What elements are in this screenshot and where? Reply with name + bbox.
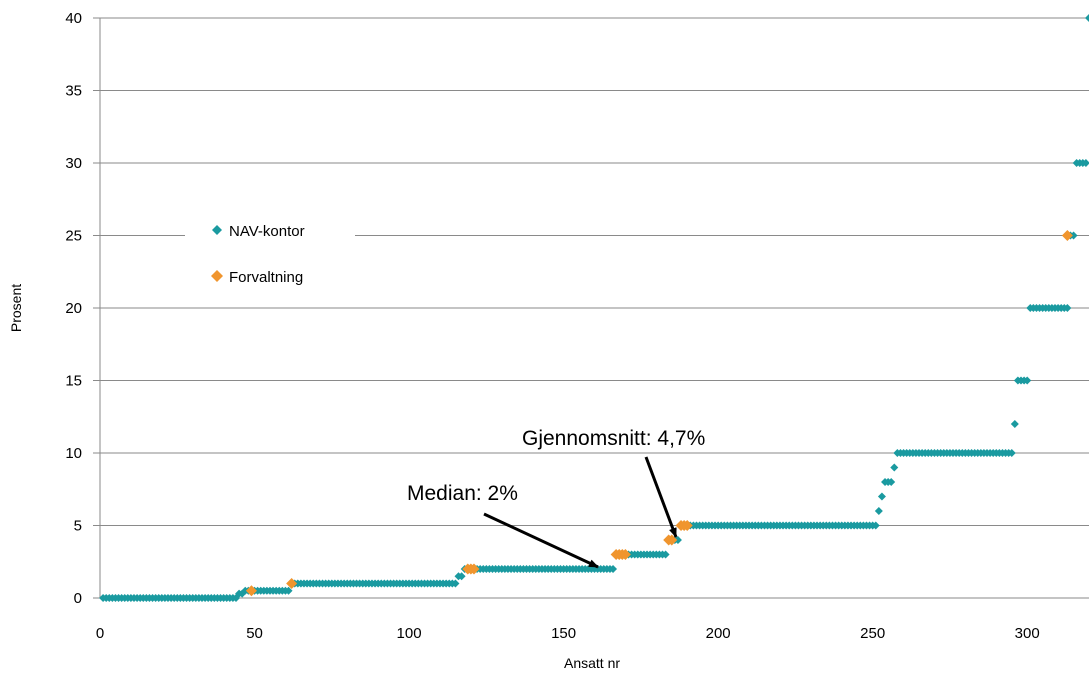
forvaltning-point	[286, 578, 298, 589]
legend-marker-forvaltning	[211, 270, 223, 282]
nav-kontor-point	[673, 536, 682, 544]
nav-kontor-point	[284, 586, 293, 595]
legend-marker-nav-kontor	[212, 225, 222, 235]
legend: NAV-kontor Forvaltning	[185, 210, 355, 300]
nav-kontor-point	[1085, 14, 1089, 22]
forvaltning-point	[245, 585, 257, 597]
y-tick-label: 35	[65, 83, 82, 100]
x-tick-label: 200	[706, 625, 731, 642]
forvaltning-point	[468, 563, 480, 575]
y-tick-label: 40	[65, 10, 82, 27]
nav-kontor-point	[1069, 231, 1078, 240]
nav-kontor-point	[609, 565, 618, 573]
nav-kontor-point	[1010, 420, 1019, 428]
median-annotation: Median: 2%	[407, 482, 518, 505]
legend-background	[185, 210, 355, 300]
annotations: Median: 2% Gjennomsnitt: 4,7%	[407, 427, 705, 569]
nav-kontor-point	[661, 550, 670, 559]
y-tick-label: 15	[65, 373, 82, 390]
nav-kontor-point	[874, 507, 883, 515]
y-tick-label: 10	[65, 445, 82, 462]
nav-kontor-point	[871, 521, 880, 530]
median-arrow	[483, 512, 599, 569]
x-tick-label: 300	[1015, 625, 1040, 642]
x-tick-label: 0	[96, 625, 104, 642]
forvaltning-point	[1061, 230, 1073, 241]
nav-kontor-point	[1007, 449, 1016, 457]
tick-labels: 0 5 10 15 20 25 30 35 40 0 50 100 150 200 250 300	[65, 10, 1039, 642]
legend-label-nav-kontor: NAV-kontor	[229, 223, 305, 240]
axes	[93, 17, 1089, 599]
y-tick-label: 20	[65, 300, 82, 317]
x-tick-label: 250	[860, 625, 885, 642]
nav-kontor-point	[1081, 159, 1089, 167]
forvaltning-point	[619, 549, 631, 560]
x-axis-title: Ansatt nr	[564, 655, 620, 671]
forvaltning-point	[681, 520, 693, 531]
mean-annotation: Gjennomsnitt: 4,7%	[522, 427, 705, 450]
y-tick-label: 0	[74, 590, 82, 607]
y-tick-label: 25	[65, 228, 82, 245]
x-tick-label: 100	[397, 625, 422, 642]
legend-label-forvaltning: Forvaltning	[229, 269, 303, 286]
y-tick-label: 5	[74, 518, 82, 535]
nav-kontor-point	[890, 463, 899, 472]
mean-arrow	[644, 456, 678, 538]
x-tick-label: 50	[246, 625, 263, 642]
nav-kontor-point	[1023, 376, 1032, 385]
nav-kontor-point	[1063, 304, 1072, 312]
series-forvaltning	[245, 230, 1073, 597]
nav-kontor-point	[451, 579, 460, 588]
y-axis-title: Prosent	[8, 284, 24, 332]
x-tick-label: 150	[551, 625, 576, 642]
y-tick-label: 30	[65, 155, 82, 172]
nav-kontor-point	[877, 492, 886, 501]
nav-kontor-point	[887, 478, 896, 486]
nav-kontor-point	[457, 572, 466, 581]
